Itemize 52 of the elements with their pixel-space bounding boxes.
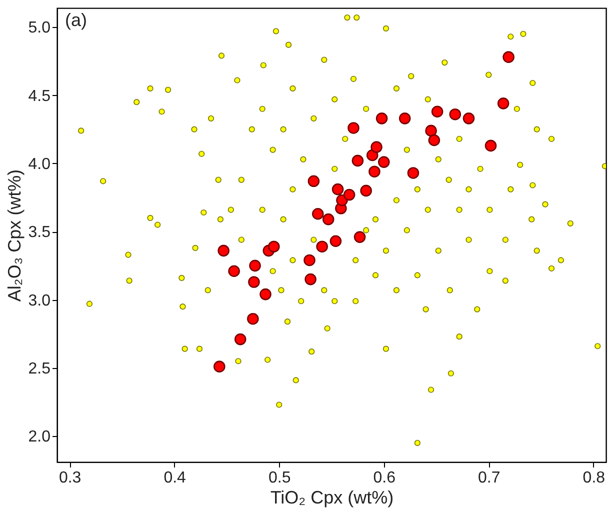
- y-tick-label: 3.5: [28, 224, 51, 242]
- point: [352, 154, 364, 167]
- point: [322, 213, 334, 226]
- point: [428, 134, 440, 146]
- point: [330, 235, 342, 248]
- point: [312, 208, 324, 220]
- point: [348, 122, 360, 134]
- point: [431, 106, 444, 118]
- annotation: (a): [65, 10, 87, 30]
- y-tick-label: 2.0: [28, 428, 51, 446]
- point: [462, 112, 475, 124]
- point: [304, 273, 316, 286]
- point: [502, 51, 514, 63]
- point: [234, 333, 246, 346]
- point: [268, 240, 280, 252]
- point: [308, 175, 320, 188]
- y-tick-label: 4.5: [28, 88, 51, 105]
- x-tick-label: 0.8: [582, 470, 606, 486]
- point: [368, 166, 380, 178]
- point: [484, 140, 497, 152]
- point: [354, 231, 366, 243]
- point: [378, 156, 390, 168]
- point: [248, 276, 260, 288]
- point: [214, 360, 226, 372]
- point: [228, 265, 240, 278]
- point: [247, 312, 259, 325]
- point: [407, 167, 420, 179]
- point: [360, 184, 372, 197]
- point: [316, 240, 328, 252]
- x-tick-label: 0.7: [478, 470, 500, 486]
- point: [332, 183, 344, 196]
- x-tick-label: 0.6: [373, 470, 396, 486]
- point: [370, 141, 382, 153]
- y-axis-title: Al₂O₃ Cpx (wt%): [4, 169, 24, 302]
- point: [260, 288, 272, 300]
- point: [449, 108, 462, 120]
- point: [376, 112, 388, 124]
- x-axis-title: TiO₂ Cpx (wt%): [270, 488, 394, 508]
- x-tick-label: 0.4: [164, 470, 186, 486]
- point: [398, 112, 411, 124]
- y-tick-label: 3.0: [28, 292, 51, 310]
- y-tick-label: 5.0: [28, 20, 51, 37]
- point: [343, 188, 356, 201]
- point: [425, 124, 437, 137]
- x-tick-label: 0.3: [58, 470, 82, 486]
- y-tick-label: 4.0: [28, 156, 51, 173]
- x-tick-label: 0.5: [268, 470, 291, 486]
- point: [497, 98, 510, 110]
- point: [249, 260, 261, 272]
- point: [218, 244, 230, 257]
- y-tick-label: 2.5: [28, 360, 51, 378]
- point: [304, 254, 316, 266]
